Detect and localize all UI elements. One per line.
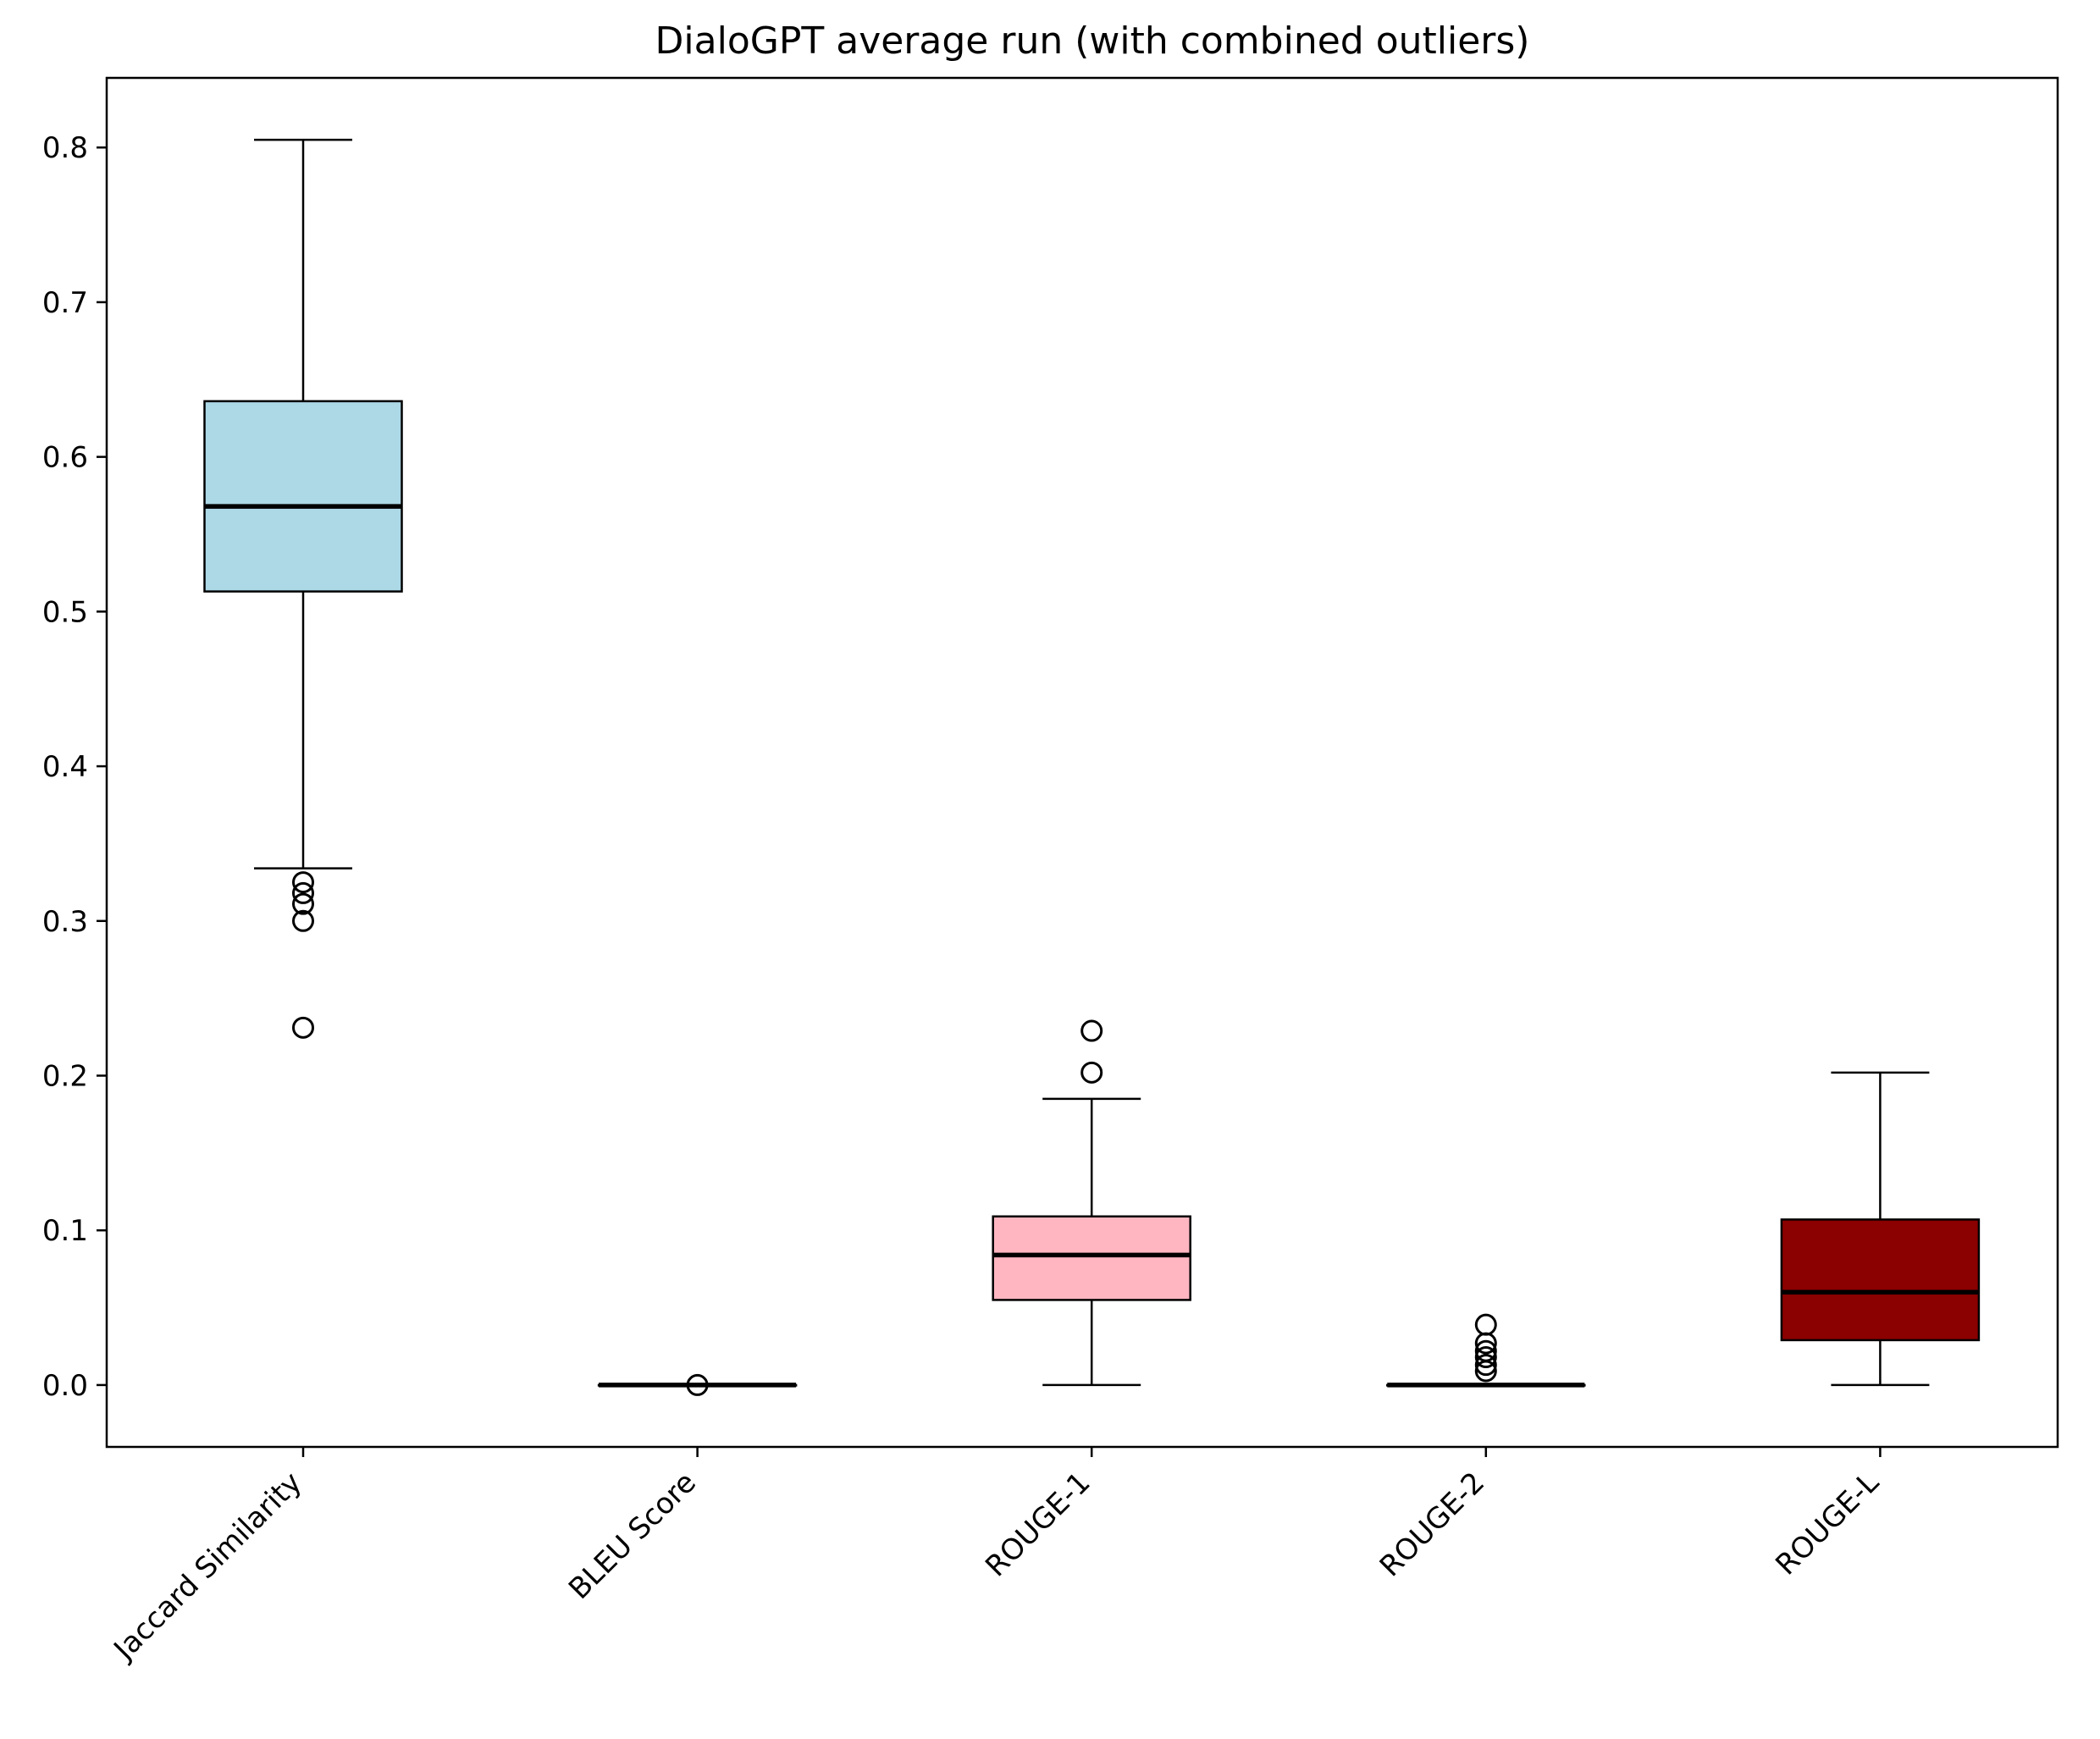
box-group — [1780, 1071, 1981, 1387]
outlier-point — [1474, 1313, 1497, 1336]
x-axis: Jaccard Similarity BLEU Score ROUGE-1 ROUGE… — [107, 1447, 1886, 1668]
outlier-point — [1080, 1019, 1103, 1042]
y-tick-label: 0.7 — [42, 286, 88, 320]
outlier-point — [292, 881, 314, 904]
chart-title: DialoGPT average run (with combined outl… — [655, 19, 1530, 63]
box-iqr — [992, 1215, 1191, 1301]
boxes-layer — [203, 138, 1981, 1396]
x-tick-label: ROUGE-1 — [979, 1466, 1097, 1583]
y-tick-label: 0.6 — [42, 441, 88, 475]
y-tick-label: 0.1 — [42, 1214, 88, 1248]
box-group — [992, 1019, 1191, 1387]
x-tick-label: Jaccard Similarity — [107, 1466, 309, 1668]
y-tick-label: 0.0 — [42, 1369, 88, 1403]
outlier-point — [292, 909, 314, 932]
outlier-point — [1474, 1354, 1497, 1377]
outlier-point — [1474, 1360, 1497, 1383]
outlier-point — [292, 871, 314, 894]
outlier-point — [1474, 1332, 1497, 1355]
x-tick-label: ROUGE-2 — [1373, 1466, 1491, 1583]
y-tick-label: 0.3 — [42, 905, 88, 939]
y-axis: 0.0 0.1 0.2 0.3 0.4 0.5 0.6 0.7 0.8 — [42, 131, 107, 1403]
box-group — [203, 138, 403, 1039]
y-tick-label: 0.8 — [42, 131, 88, 165]
y-tick-label: 0.5 — [42, 595, 88, 629]
box-group — [1386, 1313, 1586, 1388]
x-tick-label: BLEU Score — [562, 1466, 703, 1606]
plot-area — [105, 76, 2059, 1449]
box-iqr — [203, 400, 403, 593]
x-tick-label: ROUGE-L — [1769, 1466, 1885, 1582]
box-group — [597, 1373, 798, 1396]
outlier-point — [292, 1016, 314, 1039]
y-tick-label: 0.4 — [42, 750, 88, 784]
outlier-point — [292, 892, 314, 915]
y-tick-label: 0.2 — [42, 1059, 88, 1093]
outlier-point — [686, 1373, 709, 1396]
outlier-point — [1474, 1346, 1497, 1369]
box-iqr — [1780, 1218, 1981, 1342]
outlier-point — [1080, 1061, 1103, 1084]
